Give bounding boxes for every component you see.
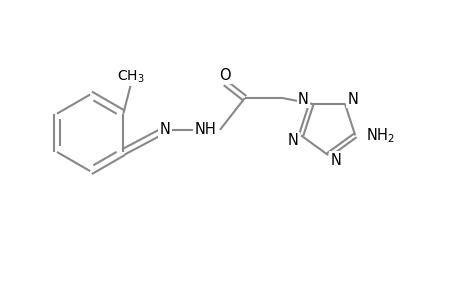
Text: NH$_2$: NH$_2$ bbox=[365, 126, 394, 145]
Text: CH$_3$: CH$_3$ bbox=[117, 68, 144, 85]
Text: N: N bbox=[330, 152, 341, 167]
Text: N: N bbox=[347, 92, 358, 107]
Text: O: O bbox=[219, 68, 231, 83]
Text: N: N bbox=[159, 122, 170, 137]
Text: N: N bbox=[287, 133, 298, 148]
Text: N: N bbox=[297, 92, 308, 107]
Text: NH: NH bbox=[194, 122, 216, 137]
